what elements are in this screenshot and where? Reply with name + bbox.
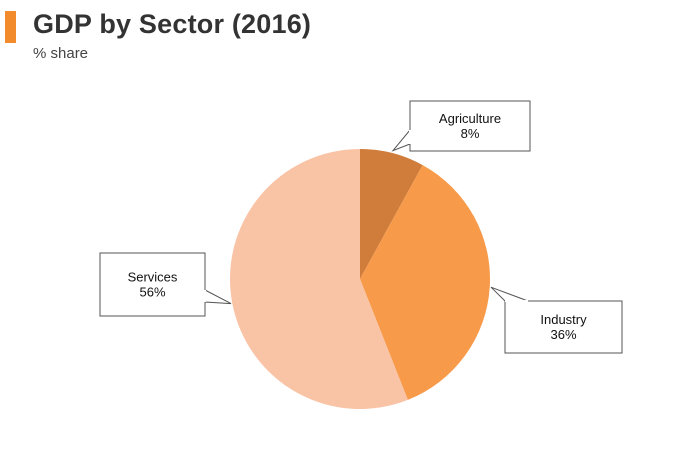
callout-pointer — [490, 286, 529, 302]
callout-value-agriculture: 8% — [461, 126, 480, 141]
chart-subtitle: % share — [33, 45, 89, 62]
pie-slices — [230, 149, 491, 410]
callout-pointer — [391, 128, 411, 152]
callout-label-agriculture: Agriculture — [439, 111, 501, 126]
pie-slice-services — [230, 149, 408, 410]
chart-title: GDP by Sector (2016) — [33, 9, 312, 39]
callout-box — [99, 252, 206, 317]
callout-label-services: Services — [128, 270, 178, 285]
callout-label-industry: Industry — [540, 312, 587, 327]
pie-slice-agriculture — [360, 149, 423, 279]
callout-value-services: 56% — [139, 285, 165, 300]
callout-pointer — [204, 289, 232, 305]
pie-slice-industry — [360, 165, 491, 400]
callout-value-industry: 36% — [550, 327, 576, 342]
title-accent-bar — [5, 11, 16, 43]
callout-box — [504, 300, 623, 354]
callout-box — [409, 100, 531, 152]
